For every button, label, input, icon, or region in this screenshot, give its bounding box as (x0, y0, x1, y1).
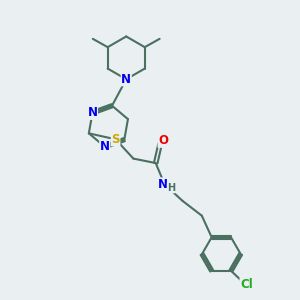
Text: N: N (158, 178, 168, 191)
Text: N: N (88, 106, 98, 119)
Text: O: O (158, 134, 168, 147)
Text: N: N (100, 140, 110, 153)
Text: H: H (167, 183, 175, 193)
Text: N: N (121, 73, 131, 86)
Text: S: S (111, 133, 120, 146)
Text: Cl: Cl (240, 278, 253, 291)
